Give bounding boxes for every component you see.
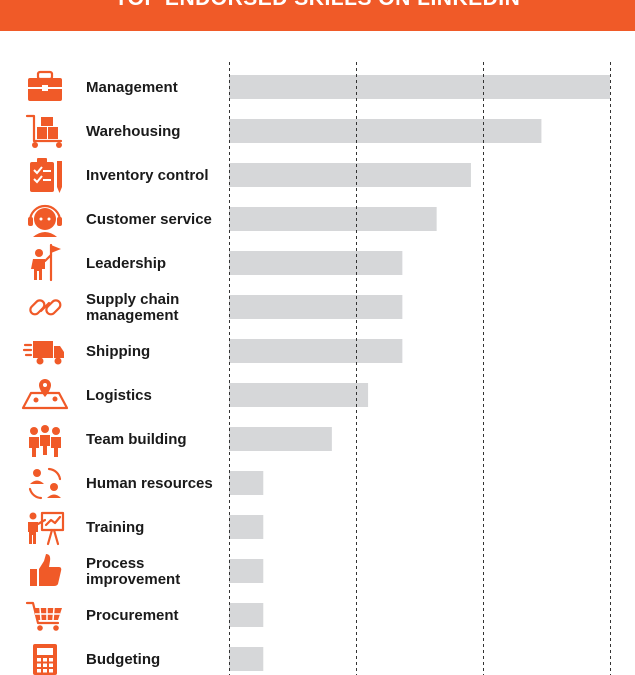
bar	[229, 471, 264, 495]
bar	[229, 383, 369, 407]
chart-title-banner: TOP ENDORSED SKILLS ON LINKEDIN	[0, 0, 635, 31]
bar	[229, 603, 264, 627]
category-label: improvement	[86, 571, 180, 588]
category-label: Team building	[86, 431, 187, 448]
person-flag-icon	[31, 243, 61, 282]
team-people-icon	[29, 425, 61, 457]
bar	[229, 647, 264, 671]
category-label: Human resources	[86, 475, 213, 492]
map-pins-icon	[21, 379, 69, 410]
briefcase-icon	[28, 70, 62, 101]
shopping-cart-icon	[25, 601, 62, 631]
clipboard-checklist-icon	[30, 158, 62, 193]
bar	[229, 75, 610, 99]
category-label: Process	[86, 555, 144, 572]
category-label: Customer service	[86, 211, 212, 228]
bar	[229, 119, 542, 143]
bar	[229, 163, 471, 187]
category-label: Warehousing	[86, 123, 180, 140]
people-exchange-icon	[28, 467, 62, 500]
category-label: Leadership	[86, 255, 166, 272]
presentation-board-icon	[28, 511, 65, 546]
category-label: Shipping	[86, 343, 150, 360]
bar	[229, 251, 403, 275]
bar	[229, 427, 332, 451]
hand-truck-boxes-icon	[25, 114, 63, 148]
category-label: Supply chain	[86, 291, 179, 308]
thumbs-up-icon	[30, 554, 62, 586]
bar	[229, 559, 264, 583]
chain-link-icon	[29, 299, 62, 316]
category-label: Inventory control	[86, 167, 209, 184]
bar	[229, 295, 403, 319]
delivery-truck-icon	[22, 341, 64, 365]
headset-agent-icon	[28, 204, 62, 237]
category-label: Logistics	[86, 387, 152, 404]
category-label: management	[86, 307, 179, 324]
calculator-icon	[33, 644, 57, 675]
category-label: Training	[86, 519, 144, 536]
category-label: Budgeting	[86, 651, 160, 668]
bar	[229, 339, 403, 363]
bar	[229, 515, 264, 539]
category-label: Procurement	[86, 607, 179, 624]
chart-title: TOP ENDORSED SKILLS ON LINKEDIN	[0, 0, 635, 11]
bar	[229, 207, 437, 231]
category-label: Management	[86, 79, 178, 96]
